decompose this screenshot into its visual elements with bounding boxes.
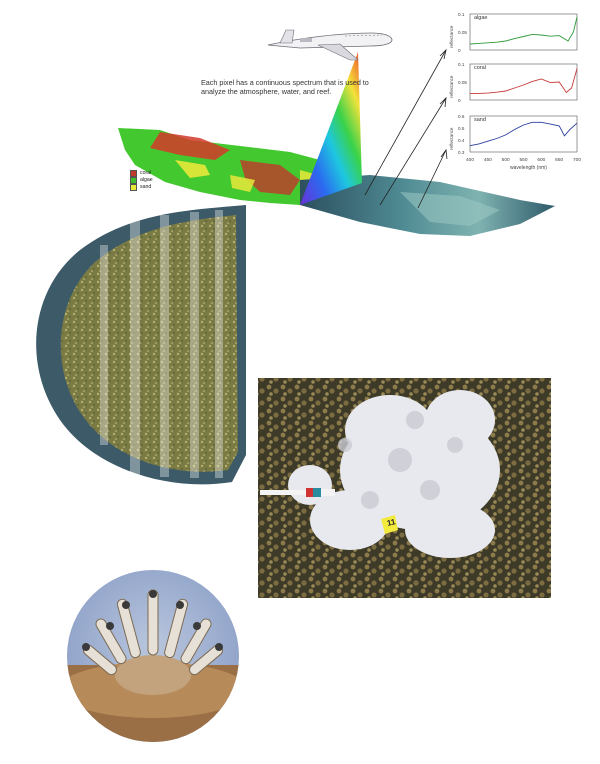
chart-title-sand: sand — [474, 117, 486, 123]
spectrum-chart-coral: coral reflectance 0.1 0.05 0 — [448, 60, 580, 106]
reef-mosaic-dome — [36, 205, 246, 485]
spectrum-chart-algae: algae reflectance 0.1 0.05 0 — [448, 10, 580, 56]
legend-label-sand: sand — [140, 184, 152, 190]
legend-label-coral: coral — [140, 170, 152, 176]
wavelength-axis: 400 450 500 550 600 650 700 wavelength (nm) — [448, 158, 582, 178]
x-axis-label: wavelength (nm) — [510, 165, 547, 171]
x-tick-label: 400 — [466, 158, 475, 163]
x-tick-label: 650 — [555, 158, 564, 163]
x-tick-label: 550 — [519, 158, 528, 163]
y-tick-label: 0.1 — [458, 12, 465, 17]
spectrum-line-sand — [469, 121, 578, 147]
measuring-stick — [260, 490, 312, 495]
pixel-arrows — [364, 48, 448, 209]
legend-swatch-coral — [130, 170, 137, 177]
y-tick-label: 0 — [458, 98, 461, 103]
plot-frame — [469, 115, 578, 153]
x-tick-label: 450 — [483, 158, 492, 163]
coral-polyp-photo — [67, 570, 239, 742]
legend-item-algae: algae — [130, 177, 153, 184]
x-tick-label: 600 — [537, 158, 546, 163]
x-tick-label: 700 — [573, 158, 582, 163]
ocean-surface-strip — [300, 175, 555, 236]
y-tick-label: 0.4 — [458, 138, 465, 143]
spectrum-plot-algae — [469, 13, 578, 51]
quadrat-tag-label: 11 — [386, 517, 397, 528]
plot-frame — [469, 13, 578, 51]
chart-title-algae: algae — [474, 15, 488, 21]
plot-frame — [469, 63, 578, 101]
x-tick-label: 500 — [501, 158, 510, 163]
classification-legend: coral algae sand — [130, 170, 153, 191]
y-tick-label: 0.05 — [458, 80, 467, 85]
y-axis-label: reflectance — [449, 25, 454, 48]
aircraft — [267, 29, 393, 61]
spectrum-line-coral — [470, 68, 578, 94]
y-tick-label: 0 — [458, 48, 461, 53]
coral-bleaching-photo — [258, 378, 551, 598]
y-tick-label: 0.3 — [458, 150, 465, 155]
spectrum-plot-coral — [469, 63, 578, 101]
y-tick-label: 0.1 — [458, 62, 465, 67]
spectrum-line-algae — [469, 16, 578, 45]
legend-item-sand: sand — [130, 184, 153, 191]
y-tick-label: 0.5 — [458, 126, 465, 131]
chart-title-coral: coral — [474, 65, 486, 71]
legend-label-algae: algae — [140, 177, 153, 183]
spectrum-chart-sand: sand reflectance 0.6 0.5 0.4 0.3 — [448, 112, 580, 158]
spectral-beam — [300, 52, 362, 205]
y-tick-label: 0.6 — [458, 114, 465, 119]
y-axis-label: reflectance — [449, 127, 454, 150]
legend-swatch-sand — [130, 184, 137, 191]
legend-item-coral: coral — [130, 170, 153, 177]
legend-swatch-algae — [130, 177, 137, 184]
y-tick-label: 0.05 — [458, 30, 467, 35]
y-axis-label: reflectance — [449, 75, 454, 98]
reef-classification-map — [118, 128, 320, 205]
spectrum-plot-sand — [469, 115, 578, 153]
spectrum-caption: Each pixel has a continuous spectrum tha… — [201, 78, 369, 97]
quadrat-tag — [381, 515, 398, 534]
